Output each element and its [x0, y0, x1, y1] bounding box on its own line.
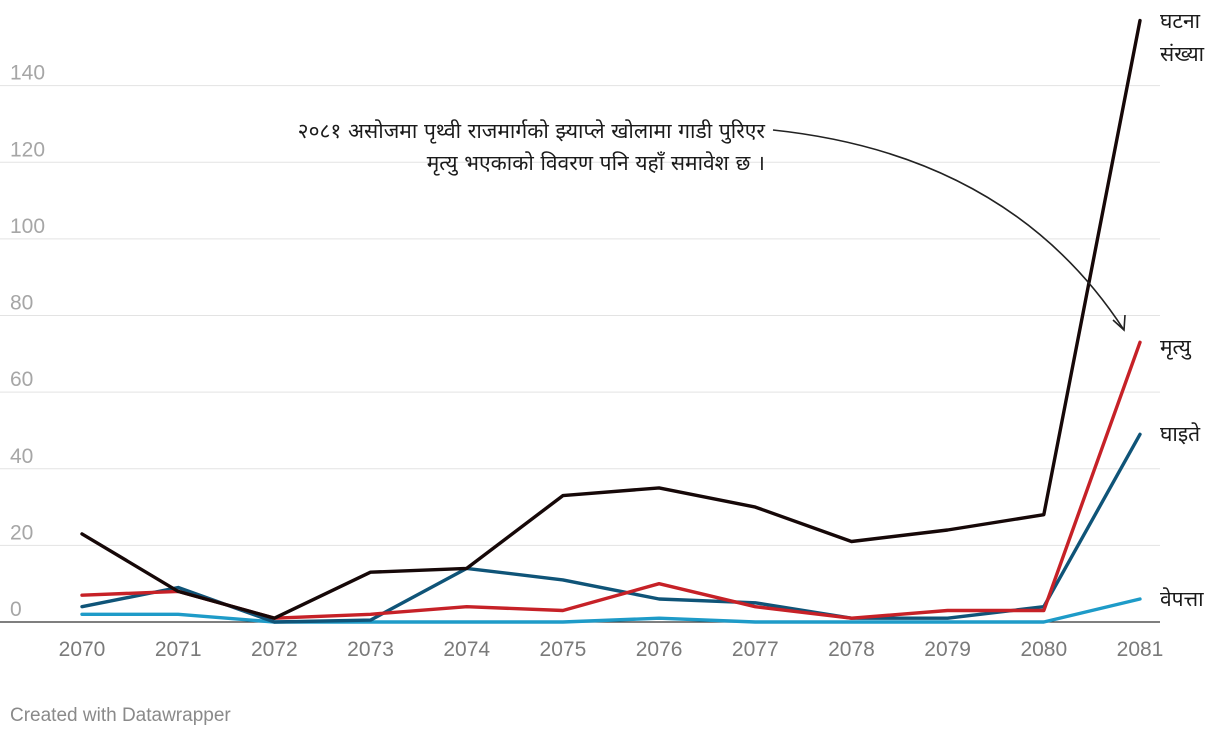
x-tick-label: 2071 [155, 638, 202, 661]
label-deaths: मृत्यु [1160, 335, 1192, 360]
y-tick-label: 0 [10, 598, 22, 621]
x-tick-label: 2079 [924, 638, 971, 661]
y-axis: 0 20 40 60 80 100 120 140 [10, 62, 45, 621]
x-tick-label: 2078 [828, 638, 875, 661]
label-injured: घाइते [1160, 422, 1201, 446]
x-tick-label: 2072 [251, 638, 298, 661]
annotation-line-2: मृत्यु भएकाको विवरण पनि यहाँ समावेश छ । [427, 151, 765, 176]
annotation-line-1: २०८१ असोजमा पृथ्वी राजमार्गको झ्याप्ले ख… [298, 119, 766, 144]
label-missing: वेपत्ता [1160, 587, 1204, 611]
y-tick-label: 40 [10, 445, 33, 468]
x-tick-label: 2073 [347, 638, 394, 661]
series-line-injured [80, 432, 1142, 624]
x-axis: 2070 2071 2072 2073 2074 2075 2076 2077 2078 2079… [59, 638, 1164, 661]
x-tick-label: 2075 [540, 638, 587, 661]
y-tick-label: 120 [10, 138, 45, 161]
series-line-missing [80, 597, 1142, 624]
x-tick-label: 2070 [59, 638, 106, 661]
y-tick-label: 80 [10, 292, 33, 315]
label-incidents-line-2: संख्या [1160, 42, 1205, 66]
y-tick-label: 100 [10, 215, 45, 238]
series-line-deaths [80, 340, 1142, 620]
series-line-incidents [80, 18, 1142, 620]
x-tick-label: 2074 [443, 638, 490, 661]
x-tick-label: 2077 [732, 638, 779, 661]
label-incidents-line-1: घटना [1160, 9, 1201, 33]
x-tick-label: 2081 [1117, 638, 1164, 661]
x-tick-label: 2076 [636, 638, 683, 661]
y-tick-label: 60 [10, 368, 33, 391]
y-tick-label: 20 [10, 521, 33, 544]
footer-credit: Created with Datawrapper [10, 705, 231, 726]
annotation-arrowhead [1112, 314, 1126, 332]
series-lines [80, 18, 1142, 624]
x-tick-label: 2080 [1020, 638, 1067, 661]
y-tick-label: 140 [10, 62, 45, 85]
annotation-arrow [772, 129, 1125, 331]
